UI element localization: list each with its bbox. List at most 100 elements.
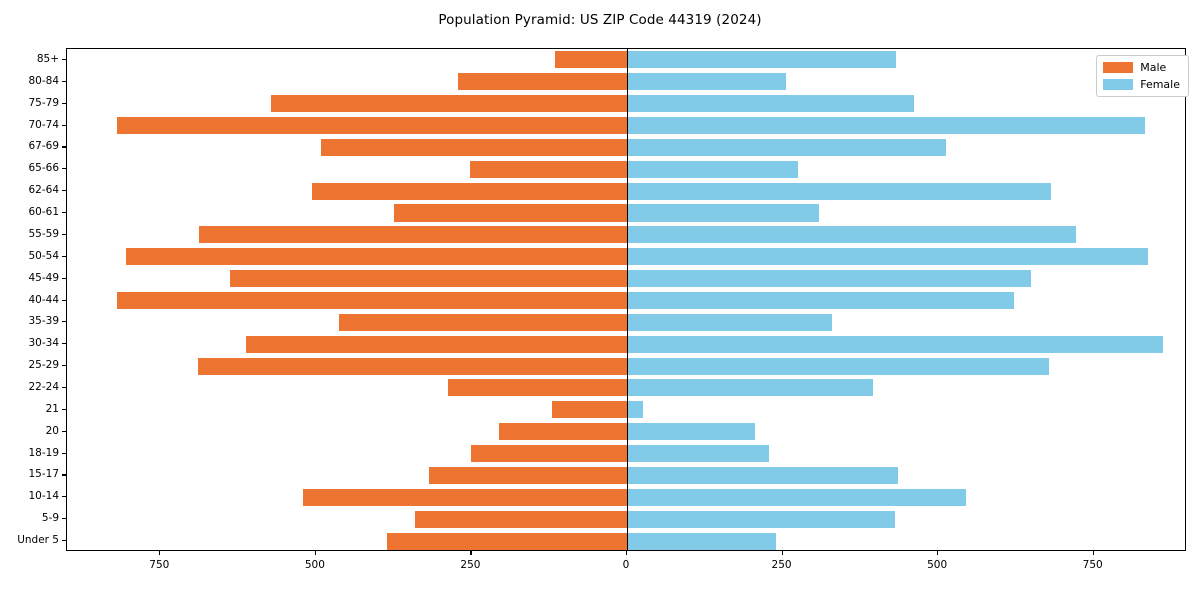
bar-group <box>67 270 1185 288</box>
legend-entry-female[interactable]: Female <box>1103 78 1180 91</box>
legend-label: Female <box>1140 78 1180 91</box>
y-tick-label: 18-19 <box>28 446 59 459</box>
y-tick-label: 70-74 <box>28 118 59 131</box>
bar-group <box>67 204 1185 222</box>
x-tick-label: 0 <box>622 559 630 571</box>
legend-swatch-icon <box>1103 62 1134 73</box>
bar-male <box>457 73 627 91</box>
y-tick-mark <box>62 343 66 345</box>
bar-group <box>67 117 1185 135</box>
bar-female <box>627 226 1077 244</box>
legend-entry-male[interactable]: Male <box>1103 61 1180 74</box>
y-tick-mark <box>62 452 66 454</box>
bar-group <box>67 138 1185 156</box>
y-tick-mark <box>62 233 66 235</box>
x-tick-label: 250 <box>460 559 481 571</box>
bar-male <box>471 445 627 463</box>
bar-group <box>67 226 1185 244</box>
plot-area <box>66 48 1186 551</box>
bar-male <box>320 138 627 156</box>
bar-female <box>627 510 895 528</box>
bar-male <box>311 182 627 200</box>
y-tick-label: 75-79 <box>28 96 59 109</box>
bar-male <box>246 335 627 353</box>
bar-female <box>627 335 1164 353</box>
y-tick-label: 21 <box>45 402 59 415</box>
bar-female <box>627 357 1049 375</box>
bar-female <box>627 248 1149 266</box>
bar-female <box>627 423 755 441</box>
bar-male <box>116 117 627 135</box>
x-tick-label: 250 <box>771 559 792 571</box>
y-tick-label: 80-84 <box>28 74 59 87</box>
bar-male <box>116 291 627 310</box>
x-tick-mark <box>1092 551 1094 555</box>
y-tick-label: 5-9 <box>41 512 59 525</box>
bar-group <box>67 357 1185 375</box>
y-tick-label: 35-39 <box>28 315 59 328</box>
y-tick-mark <box>62 277 66 279</box>
bar-female <box>627 182 1052 200</box>
bar-group <box>67 182 1185 200</box>
bar-female <box>627 445 769 463</box>
bar-group <box>67 445 1185 463</box>
bar-male <box>499 423 627 441</box>
x-tick-mark <box>626 551 628 555</box>
bar-female <box>627 73 786 91</box>
zero-axis-line <box>627 49 629 550</box>
y-tick-label: 62-64 <box>28 184 59 197</box>
bar-male <box>271 95 627 113</box>
y-tick-mark <box>62 474 66 476</box>
bar-group <box>67 313 1185 331</box>
bar-male <box>470 160 627 178</box>
bar-male <box>429 466 627 484</box>
bar-group <box>67 160 1185 178</box>
x-tick-mark <box>781 551 783 555</box>
bar-group <box>67 466 1185 484</box>
bar-male <box>552 401 627 419</box>
bar-female <box>627 117 1145 135</box>
bar-male <box>230 270 627 288</box>
y-tick-mark <box>62 168 66 170</box>
y-tick-mark <box>62 124 66 126</box>
y-tick-label: 22-24 <box>28 380 59 393</box>
bar-female <box>627 313 833 331</box>
bar-female <box>627 401 643 419</box>
y-tick-mark <box>62 102 66 104</box>
bar-group <box>67 73 1185 91</box>
y-tick-mark <box>62 146 66 148</box>
y-tick-label: 25-29 <box>28 359 59 372</box>
bar-male <box>197 357 627 375</box>
y-tick-label: 65-66 <box>28 162 59 175</box>
y-tick-label: 55-59 <box>28 227 59 240</box>
bar-group <box>67 423 1185 441</box>
bar-male <box>415 510 627 528</box>
bar-group <box>67 401 1185 419</box>
bar-female <box>627 291 1015 310</box>
y-tick-label: 85+ <box>36 52 59 65</box>
y-tick-mark <box>62 58 66 61</box>
legend-swatch-icon <box>1103 79 1134 90</box>
y-tick-mark <box>62 190 66 192</box>
y-tick-mark <box>62 408 66 410</box>
bar-female <box>627 466 898 484</box>
legend: Male Female <box>1096 55 1189 97</box>
bar-male <box>393 204 627 222</box>
y-tick-mark <box>62 430 66 432</box>
bar-female <box>627 160 799 178</box>
y-tick-mark <box>62 365 66 367</box>
bar-female <box>627 95 915 113</box>
bar-group <box>67 532 1185 550</box>
bar-female <box>627 204 819 222</box>
bar-female <box>627 51 896 69</box>
y-tick-label: 15-17 <box>28 468 59 481</box>
y-tick-mark <box>62 386 66 389</box>
bar-group <box>67 248 1185 266</box>
bar-group <box>67 510 1185 528</box>
y-tick-label: 45-49 <box>28 271 59 284</box>
x-tick-mark <box>159 551 161 555</box>
bar-group <box>67 95 1185 113</box>
y-tick-label: 40-44 <box>28 293 59 306</box>
bar-group <box>67 291 1185 310</box>
